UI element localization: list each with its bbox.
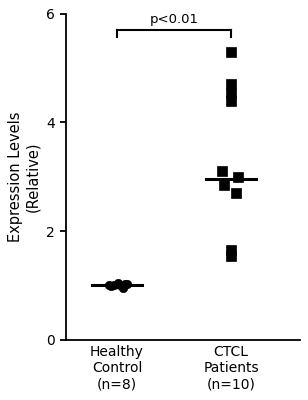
Text: p<0.01: p<0.01 xyxy=(150,13,199,26)
Y-axis label: Expression Levels
(Relative): Expression Levels (Relative) xyxy=(8,112,41,242)
